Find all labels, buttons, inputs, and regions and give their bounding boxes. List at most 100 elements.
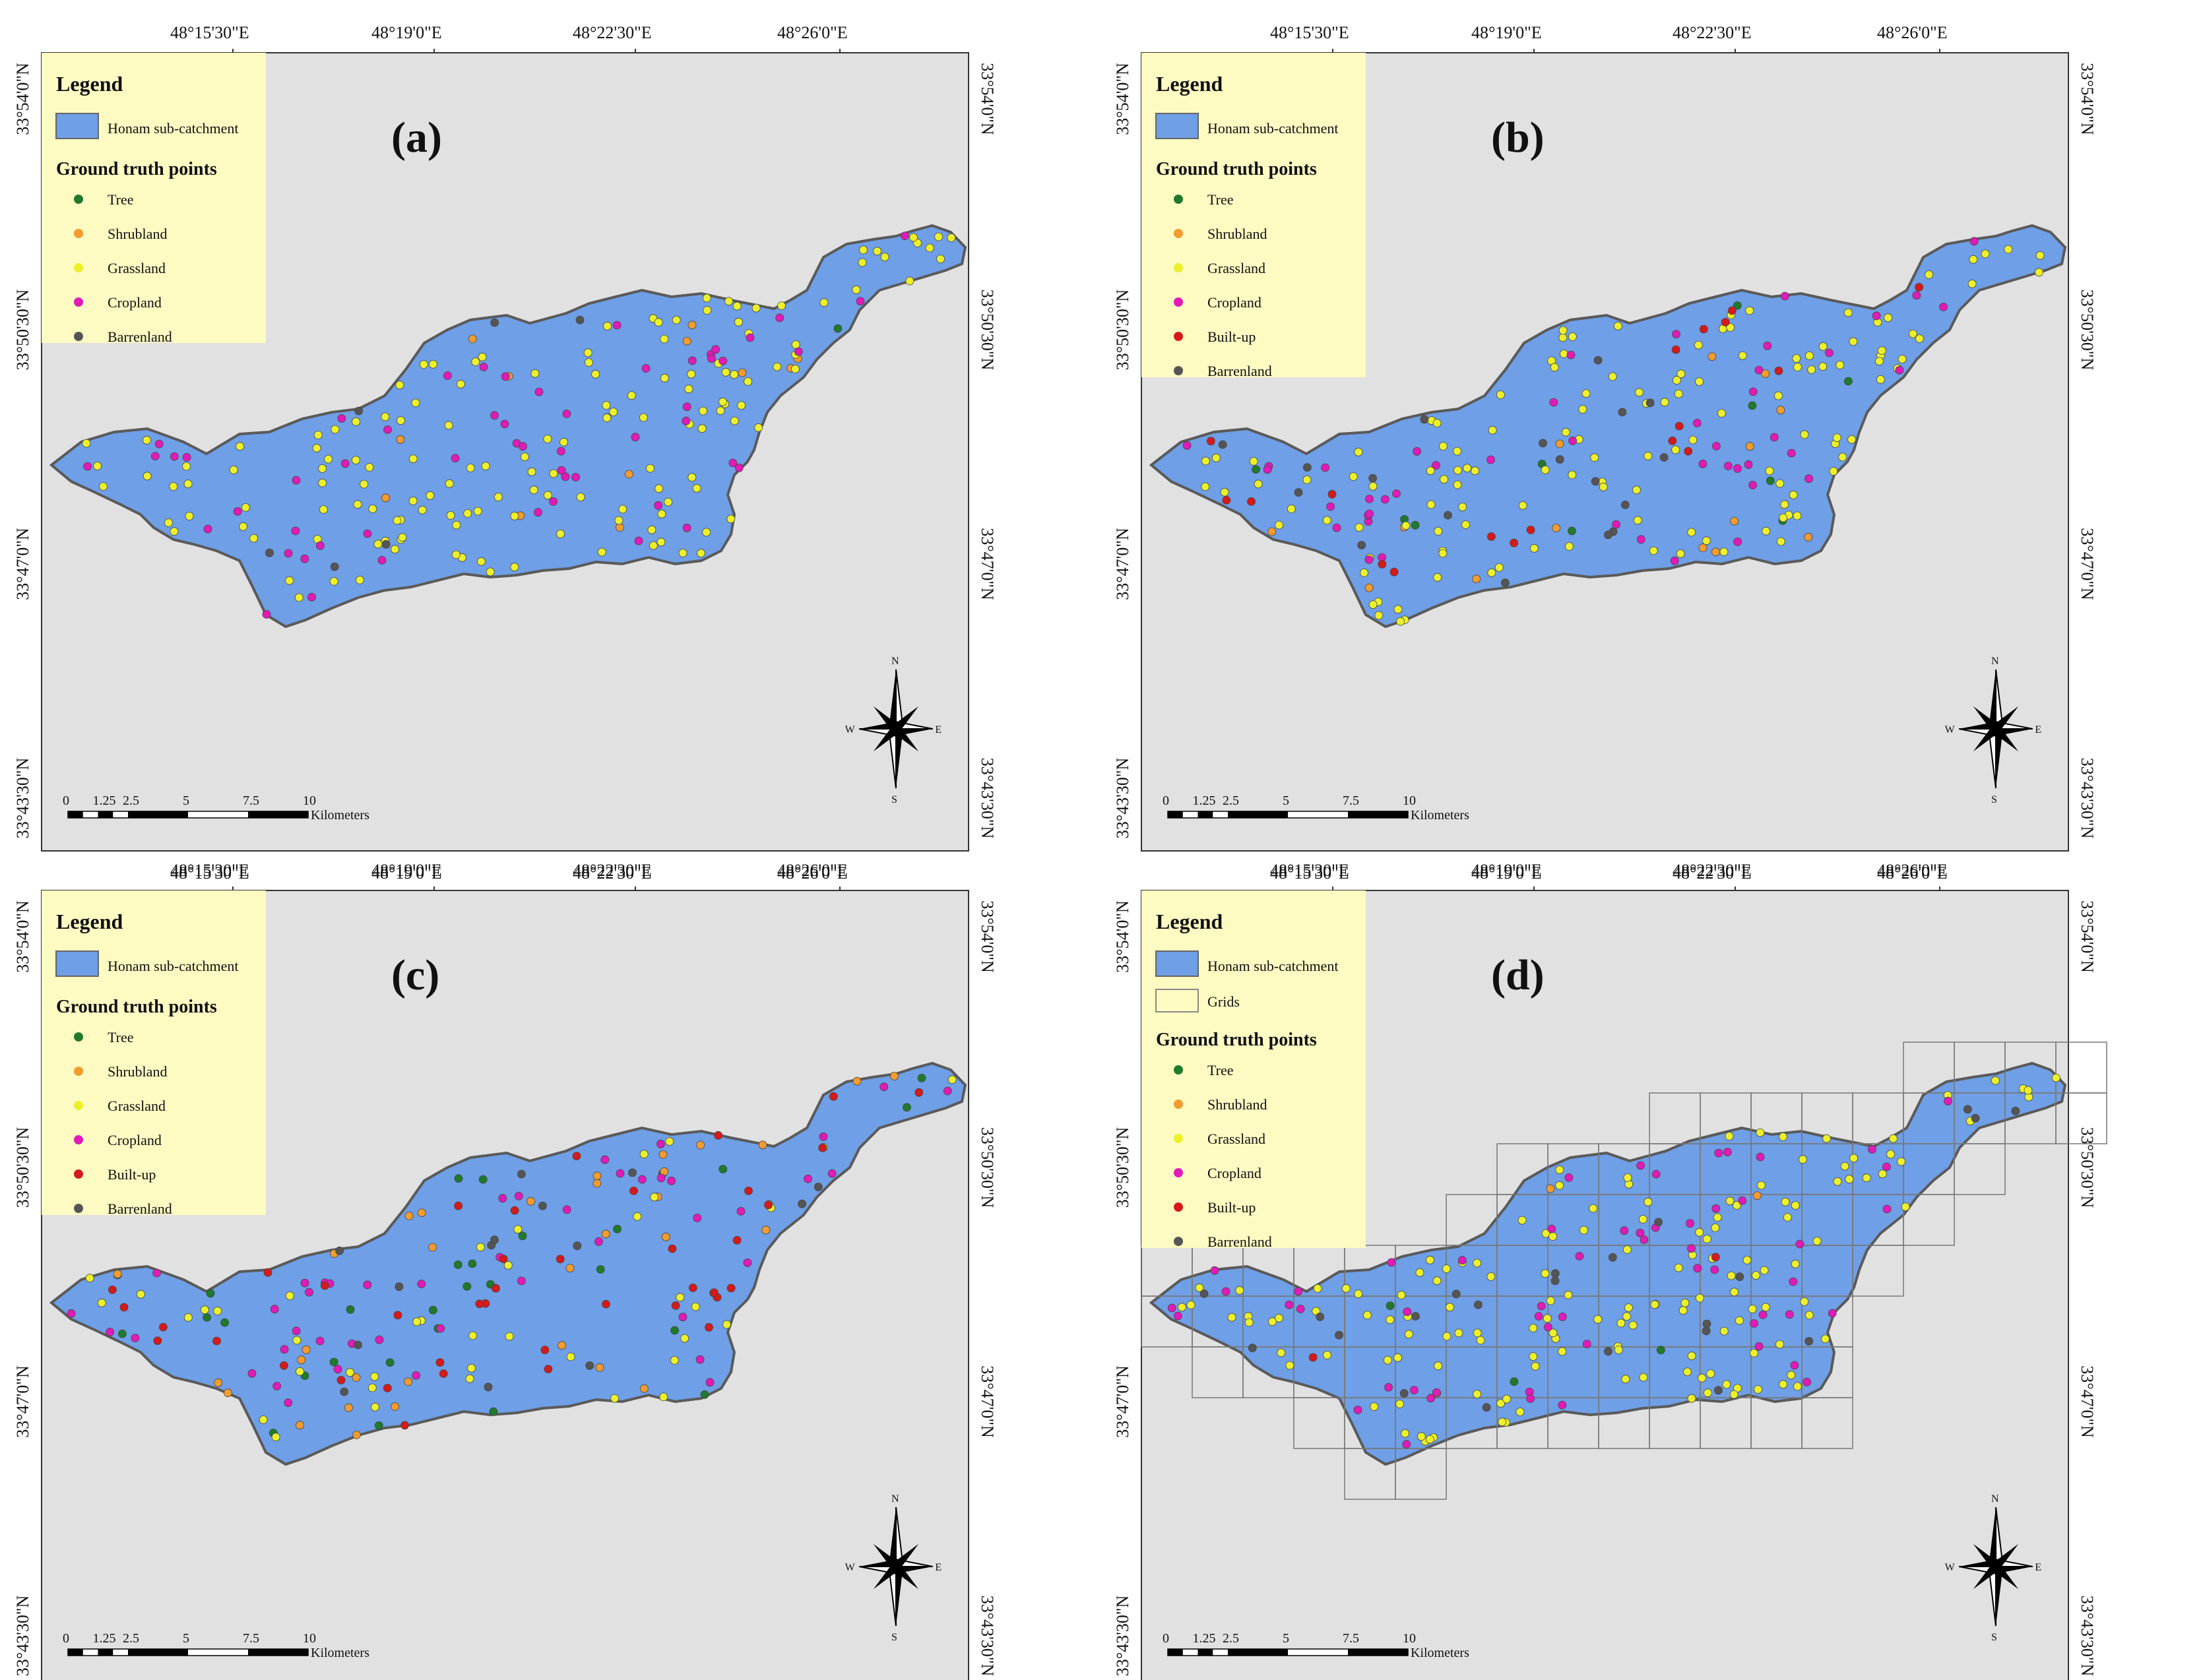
- point-grassland: [647, 525, 656, 534]
- point-grassland: [697, 424, 707, 433]
- point-grassland: [381, 412, 390, 421]
- point-grassland: [85, 1274, 94, 1283]
- point-grassland: [368, 505, 377, 513]
- legend-swatch-tree: [74, 1032, 83, 1042]
- scale-tick-label: 7.5: [1343, 793, 1359, 808]
- point-grassland: [1738, 351, 1747, 360]
- point-cropland: [638, 1175, 647, 1184]
- point-grassland: [1354, 447, 1363, 456]
- point-shrubland: [616, 523, 624, 532]
- point-cropland: [571, 473, 580, 482]
- legend-class-label: Grassland: [108, 260, 166, 276]
- point-grassland: [680, 1334, 689, 1343]
- point-cropland: [519, 442, 527, 451]
- scale-tick-label: 1.25: [93, 793, 116, 808]
- point-cropland: [1723, 1148, 1732, 1157]
- point-builtup: [263, 1268, 272, 1277]
- point-grassland: [329, 577, 338, 586]
- point-cropland: [182, 453, 191, 462]
- point-grassland: [1589, 1204, 1598, 1213]
- point-grassland: [1779, 1132, 1787, 1141]
- point-cropland: [1882, 1204, 1892, 1214]
- point-cropland: [705, 1378, 715, 1387]
- point-grassland: [1559, 349, 1568, 358]
- point-barrenland: [1604, 1347, 1612, 1356]
- ground-truth-points: [67, 1071, 957, 1442]
- point-grassland: [312, 443, 321, 452]
- point-grassland: [754, 423, 763, 432]
- point-grassland: [1494, 563, 1504, 572]
- lon-label-bottom: 48°19'0"E: [1471, 863, 1542, 883]
- point-builtup: [212, 1336, 221, 1346]
- point-grassland: [1341, 1284, 1351, 1293]
- point-grassland: [1471, 466, 1480, 476]
- point-cropland: [1785, 1310, 1794, 1319]
- point-grassland: [1898, 354, 1907, 363]
- point-shrubland: [1711, 547, 1720, 557]
- point-grassland: [1433, 573, 1442, 582]
- point-grassland: [183, 1313, 193, 1322]
- point-cropland: [1698, 459, 1708, 468]
- ground-truth-points: [1182, 237, 2045, 626]
- point-cropland: [1758, 1311, 1768, 1319]
- point-cropland: [305, 1288, 313, 1297]
- point-grassland: [1313, 1284, 1322, 1293]
- point-cropland: [154, 439, 164, 449]
- point-grassland: [1386, 1315, 1395, 1324]
- point-grassland: [1818, 362, 1828, 371]
- legend-class-label: Built-up: [1207, 328, 1256, 345]
- point-tree: [453, 1260, 463, 1269]
- point-grassland: [1211, 453, 1221, 462]
- point-grassland: [947, 233, 956, 242]
- point-shrubland: [352, 1373, 361, 1382]
- point-cropland: [1380, 495, 1389, 504]
- point-cropland: [687, 356, 697, 365]
- point-cropland: [534, 387, 544, 396]
- point-barrenland: [354, 406, 364, 416]
- point-cropland: [561, 472, 570, 482]
- point-barrenland: [1645, 398, 1655, 408]
- point-tree: [670, 1326, 679, 1335]
- legend-swatch-barrenland: [74, 332, 83, 341]
- point-barrenland: [381, 540, 391, 549]
- point-barrenland: [354, 1340, 362, 1350]
- legend-class-label: Shrubland: [108, 226, 167, 242]
- north-label-e: E: [935, 1562, 942, 1573]
- scale-tick-label: 5: [183, 1631, 189, 1646]
- point-cropland: [1294, 1287, 1303, 1296]
- point-grassland: [1698, 1373, 1706, 1383]
- point-builtup: [1389, 567, 1399, 576]
- lat-label-right: 33°47'0"N: [978, 528, 997, 600]
- point-grassland: [1568, 332, 1577, 341]
- point-builtup: [668, 1244, 677, 1253]
- lon-label-top: 48°26'0"E: [777, 23, 848, 42]
- point-grassland: [925, 243, 934, 253]
- point-cropland: [1868, 1145, 1876, 1154]
- point-grassland: [1694, 340, 1703, 350]
- point-builtup: [705, 1322, 713, 1332]
- point-grassland: [319, 505, 328, 514]
- point-grassland: [1235, 1286, 1244, 1295]
- point-grassland: [791, 364, 800, 373]
- point-grassland: [1752, 1271, 1760, 1280]
- point-grassland: [164, 518, 173, 527]
- legend-swatch-shrubland: [74, 229, 83, 238]
- point-builtup: [492, 1284, 500, 1293]
- point-cropland: [1534, 1312, 1543, 1321]
- point-grassland: [1622, 1245, 1632, 1254]
- point-barrenland: [335, 1246, 344, 1255]
- point-tree: [1766, 476, 1775, 485]
- point-shrubland: [428, 1243, 437, 1252]
- point-grassland: [1531, 1361, 1540, 1371]
- point-cropland: [247, 1369, 257, 1378]
- point-cropland: [943, 1086, 952, 1096]
- point-cropland: [1754, 365, 1764, 375]
- point-cropland: [1780, 292, 1789, 301]
- point-tree: [1568, 526, 1576, 536]
- legend-swatch-grassland: [1174, 1134, 1183, 1143]
- point-grassland: [1453, 480, 1462, 489]
- point-barrenland: [1804, 1337, 1814, 1346]
